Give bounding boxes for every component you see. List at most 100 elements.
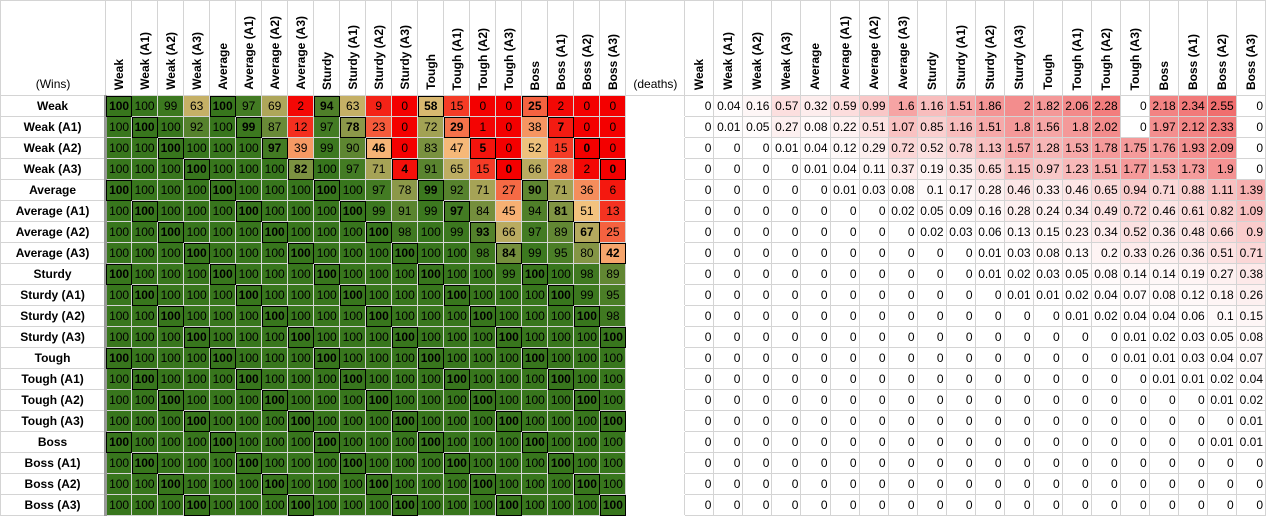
deaths-cell: 0 (974, 368, 1005, 390)
wins-cell: 100 (183, 158, 211, 180)
deaths-cell: 0 (945, 305, 976, 327)
deaths-cell: 2.02 (1090, 116, 1121, 138)
deaths-cell: 0.05 (1206, 326, 1237, 348)
deaths-cell: 0 (800, 452, 831, 474)
wins-cell: 80 (573, 242, 601, 264)
deaths-cell: 0 (916, 305, 947, 327)
deaths-cell: 0 (742, 200, 773, 222)
deaths-cell: 1.77 (1119, 158, 1150, 180)
wins-cell: 100 (495, 494, 523, 516)
wins-cell: 100 (261, 410, 289, 432)
deaths-cell: 0 (858, 221, 889, 243)
wins-cell: 100 (287, 242, 315, 264)
deaths-cell: 0 (916, 410, 947, 432)
deaths-cell: 0.36 (1177, 242, 1208, 264)
deaths-cell: 0.08 (800, 116, 831, 138)
wins-cell: 100 (313, 389, 341, 411)
wins-cell: 100 (365, 305, 393, 327)
wins-cell: 100 (313, 200, 341, 222)
deaths-cell: 0.01 (974, 242, 1005, 264)
wins-cell: 100 (287, 221, 315, 243)
wins-cell: 100 (209, 494, 237, 516)
column-header: Average (A2) (261, 0, 289, 96)
wins-cell: 100 (261, 452, 289, 474)
deaths-cell: 0 (974, 473, 1005, 495)
wins-cell: 100 (157, 221, 185, 243)
deaths-cell: 0 (1235, 473, 1266, 495)
wins-cell: 100 (521, 284, 549, 306)
deaths-cell: 0 (684, 137, 715, 159)
deaths-cell: 0 (713, 179, 744, 201)
wins-cell: 100 (287, 326, 315, 348)
wins-cell: 100 (599, 326, 627, 348)
wins-cell: 100 (261, 368, 289, 390)
wins-cell: 100 (183, 431, 211, 453)
deaths-cell: 0 (742, 284, 773, 306)
wins-cell: 100 (287, 368, 315, 390)
deaths-cell: 0 (684, 116, 715, 138)
wins-cell: 100 (391, 473, 419, 495)
wins-cell: 100 (547, 431, 575, 453)
deaths-cell: 0 (742, 263, 773, 285)
wins-cell: 100 (365, 431, 393, 453)
wins-cell: 89 (599, 263, 627, 285)
row-label: Average (0, 179, 108, 201)
deaths-cell: 0 (800, 263, 831, 285)
wins-cell: 84 (469, 200, 497, 222)
column-header-text: Weak (A3) (189, 32, 204, 90)
deaths-cell: 0 (1235, 116, 1266, 138)
deaths-cell: 0.04 (1090, 284, 1121, 306)
wins-cell: 7 (547, 116, 575, 138)
deaths-cell: 0 (684, 179, 715, 201)
deaths-cell: 0 (800, 473, 831, 495)
wins-cell: 100 (209, 347, 237, 369)
wins-cell: 95 (599, 284, 627, 306)
deaths-cell: 0 (1032, 347, 1063, 369)
deaths-cell: 2 (1003, 95, 1034, 117)
column-header: Sturdy (313, 0, 341, 96)
deaths-cell: 0 (829, 284, 860, 306)
wins-cell: 100 (365, 326, 393, 348)
wins-cell: 91 (391, 200, 419, 222)
column-header-text: Tough (1040, 54, 1055, 90)
deaths-cell: 0 (1032, 473, 1063, 495)
row-label: Tough (A3) (0, 410, 108, 432)
wins-cell: 100 (547, 368, 575, 390)
wins-cell: 100 (261, 242, 289, 264)
wins-cell: 100 (235, 179, 263, 201)
wins-cell: 100 (157, 263, 185, 285)
deaths-cell: 0 (1032, 389, 1063, 411)
wins-cell: 100 (183, 179, 211, 201)
deaths-cell: 0 (771, 221, 802, 243)
wins-cell: 100 (417, 326, 445, 348)
wins-cell: 100 (235, 305, 263, 327)
wins-cell: 100 (183, 200, 211, 222)
table-row: Weak 100 100 99 63 100 97 69 2 94 63 9 0 58 15 0 0 25 2 0 0 0… (0, 95, 1266, 117)
wins-cell: 100 (365, 347, 393, 369)
wins-cell: 99 (365, 200, 393, 222)
wins-cell: 100 (365, 242, 393, 264)
deaths-cell: 0 (887, 242, 918, 264)
wins-cell: 100 (599, 431, 627, 453)
deaths-cell: 0.46 (1061, 179, 1092, 201)
column-header-text: Weak (A1) (721, 32, 736, 90)
wins-cell: 100 (157, 368, 185, 390)
wins-cell: 100 (287, 263, 315, 285)
wins-cell: 87 (261, 116, 289, 138)
wins-cell: 100 (339, 431, 367, 453)
wins-cell: 100 (495, 368, 523, 390)
deaths-cell: 0 (1235, 95, 1266, 117)
wins-cell: 100 (105, 452, 133, 474)
wins-cell: 98 (469, 242, 497, 264)
deaths-cell: 0 (713, 431, 744, 453)
wins-cell: 100 (391, 305, 419, 327)
deaths-cell: 0 (1206, 473, 1237, 495)
wins-cell: 100 (183, 410, 211, 432)
wins-cell: 63 (339, 95, 367, 117)
wins-cell: 0 (469, 95, 497, 117)
table-row: Weak (A3) 100 100 100 100 100 100 100 82 100 97 71 4… (0, 158, 1266, 180)
wins-cell: 100 (235, 326, 263, 348)
wins-cell: 100 (547, 347, 575, 369)
wins-cell: 100 (391, 263, 419, 285)
deaths-cell: 0 (684, 347, 715, 369)
